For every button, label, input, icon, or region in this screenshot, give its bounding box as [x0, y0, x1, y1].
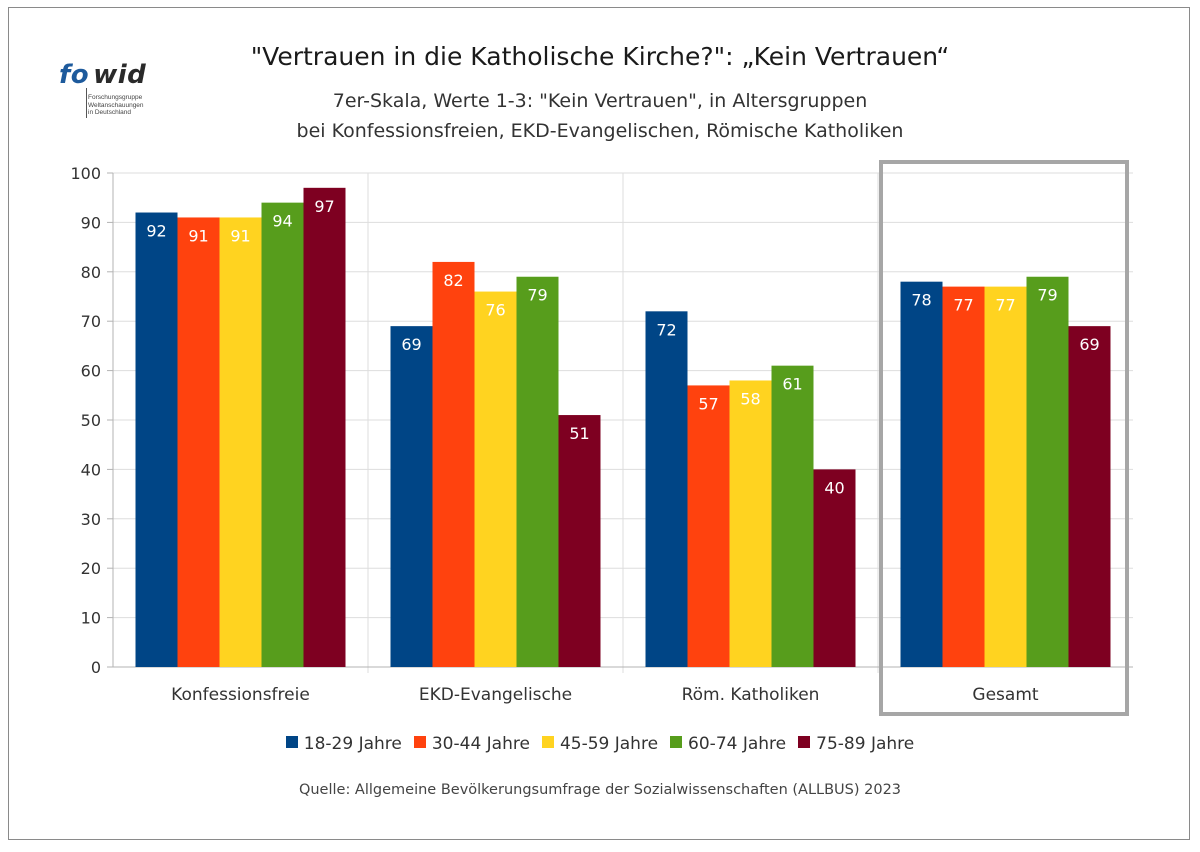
- x-category-label: Gesamt: [972, 685, 1038, 705]
- logo-wid: wid: [93, 60, 147, 90]
- chart-legend: 18-29 Jahre 30-44 Jahre 45-59 Jahre 60-74 J…: [0, 734, 1200, 754]
- logo-line-1: Forschungsgruppe: [88, 94, 143, 101]
- x-category-label: EKD-Evangelische: [419, 685, 572, 705]
- logo-line-3: in Deutschland: [88, 109, 131, 116]
- bar-value-label: 77: [953, 296, 973, 315]
- bar-value-label: 61: [782, 375, 802, 394]
- bar-value-label: 69: [401, 335, 421, 354]
- y-tick-label: 10: [81, 609, 101, 628]
- chart-title: "Vertrauen in die Katholische Kirche?": …: [250, 42, 950, 71]
- y-tick-label: 50: [81, 411, 101, 430]
- bar-value-label: 72: [656, 320, 676, 339]
- bar-value-label: 69: [1079, 335, 1099, 354]
- legend-swatch: [670, 736, 683, 748]
- bar-value-label: 79: [527, 286, 547, 305]
- y-tick-label: 80: [81, 263, 101, 282]
- bar-value-label: 57: [698, 394, 718, 413]
- bar-value-label: 91: [188, 226, 208, 245]
- y-tick-label: 0: [91, 658, 101, 677]
- chart-subtitle-line-2: bei Konfessionsfreien, EKD-Evangelischen…: [296, 120, 904, 142]
- bar-value-label: 77: [995, 296, 1015, 315]
- bar: [558, 415, 601, 667]
- logo-wordmark: fo wid: [59, 60, 146, 90]
- bar: [687, 385, 730, 667]
- legend-swatch: [798, 736, 811, 748]
- bar: [645, 311, 688, 667]
- logo-subtext: Forschungsgruppe Weltanschauungen in Deu…: [88, 94, 144, 117]
- y-tick-label: 30: [81, 510, 101, 529]
- bar-value-label: 76: [485, 301, 505, 320]
- legend-label: 45-59 Jahre: [559, 734, 659, 754]
- bar-value-label: 40: [824, 478, 844, 497]
- logo-divider: [86, 88, 87, 118]
- bar: [771, 365, 814, 667]
- legend-label: 18-29 Jahre: [303, 734, 402, 754]
- legend-swatch: [285, 736, 298, 748]
- y-tick-label: 40: [81, 460, 101, 479]
- bar: [177, 217, 220, 667]
- bar-value-label: 97: [314, 197, 334, 216]
- legend-swatch: [541, 736, 554, 748]
- bar: [984, 286, 1027, 667]
- bar: [1068, 326, 1111, 667]
- bar-value-label: 82: [443, 271, 463, 290]
- bar: [813, 469, 856, 667]
- bar-value-label: 94: [272, 212, 292, 231]
- bar-value-label: 92: [146, 222, 166, 241]
- legend-item: 18-29 Jahre: [285, 734, 402, 754]
- legend-label: 30-44 Jahre: [431, 734, 530, 754]
- highlight-box: [879, 160, 1129, 716]
- legend-item: 45-59 Jahre: [541, 734, 659, 754]
- bar-value-label: 91: [230, 226, 250, 245]
- legend-item: 75-89 Jahre: [798, 734, 914, 754]
- bar: [261, 202, 304, 667]
- legend-item: 60-74 Jahre: [670, 734, 786, 754]
- bar-value-label: 78: [911, 291, 931, 310]
- source-note: Quelle: Allgemeine Bevölkerungsumfrage d…: [298, 782, 902, 798]
- y-tick-label: 100: [70, 164, 101, 183]
- bar: [303, 187, 346, 667]
- legend-swatch: [413, 736, 426, 748]
- y-tick-label: 60: [81, 362, 101, 381]
- bar: [516, 276, 559, 667]
- legend-item: 30-44 Jahre: [413, 734, 530, 754]
- bar-value-label: 58: [740, 389, 760, 408]
- y-tick-label: 90: [81, 213, 101, 232]
- bar: [900, 281, 943, 667]
- x-category-label: Konfessionsfreie: [171, 685, 310, 705]
- y-tick-label: 20: [81, 559, 101, 578]
- bar: [432, 261, 475, 667]
- chart-subtitle-line-1: 7er-Skala, Werte 1-3: "Kein Vertrauen", …: [332, 90, 868, 112]
- fowid-logo: fo wid Forschungsgruppe Weltanschauungen …: [59, 60, 169, 124]
- bar: [1026, 276, 1069, 667]
- chart-frame: [8, 7, 1190, 840]
- legend-label: 75-89 Jahre: [816, 734, 915, 754]
- logo-line-2: Weltanschauungen: [88, 101, 144, 109]
- logo-fo: fo: [59, 60, 90, 90]
- bar: [942, 286, 985, 667]
- bar-value-label: 51: [569, 424, 589, 443]
- bar: [390, 326, 433, 667]
- bar: [729, 380, 772, 667]
- y-tick-label: 70: [81, 312, 101, 331]
- bar: [219, 217, 262, 667]
- x-category-label: Röm. Katholiken: [682, 685, 820, 705]
- bar-value-label: 79: [1037, 286, 1057, 305]
- bar: [135, 212, 178, 667]
- legend-label: 60-74 Jahre: [688, 734, 787, 754]
- bar: [474, 291, 517, 667]
